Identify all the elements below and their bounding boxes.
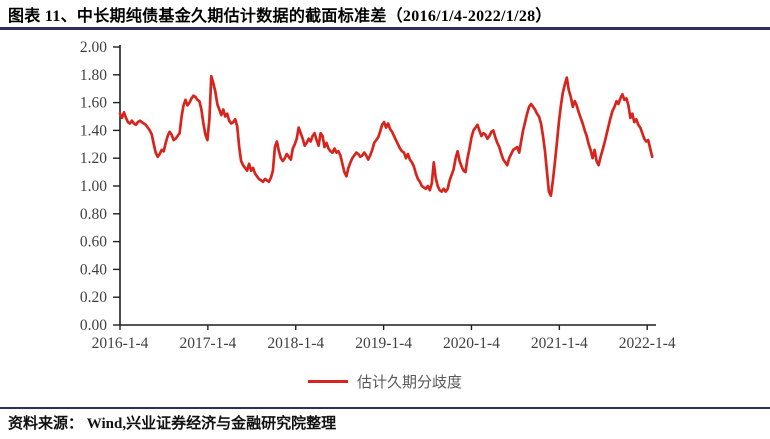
y-tick-label: 0.60 (80, 234, 107, 251)
chart-legend: 估计久期分歧度 (0, 371, 770, 392)
y-tick-label: 0.80 (80, 206, 107, 223)
x-tick-label: 2016-1-4 (92, 335, 149, 352)
figure-title: 图表 11、中长期纯债基金久期估计数据的截面标准差（2016/1/4-2022/… (8, 8, 552, 25)
title-underline-rule (0, 27, 770, 30)
y-tick-label: 1.00 (80, 178, 107, 195)
x-axis (119, 324, 656, 330)
y-tick-label: 0.20 (80, 289, 107, 306)
y-tick-label: 1.80 (80, 67, 107, 84)
x-tick-label: 2021-1-4 (531, 335, 588, 352)
source-note: 资料来源： Wind,兴业证券经济与金融研究院整理 (8, 416, 337, 432)
y-tick-label: 1.20 (80, 150, 107, 167)
series-line-group (118, 74, 654, 198)
x-tick-label: 2020-1-4 (443, 335, 500, 352)
legend-series-label: 估计久期分歧度 (356, 375, 462, 391)
duration-dispersion-chart: 0.00 0.20 0.40 0.60 0.80 1.00 1.20 1.40 1.60 1.80… (80, 39, 676, 352)
legend-line-swatch (307, 380, 348, 383)
x-axis-tick-labels: 2016-1-4 2017-1-4 2018-1-4 2019-1-4 2020-1-4… (92, 335, 676, 352)
x-tick-label: 2018-1-4 (267, 335, 324, 352)
x-tick-label: 2017-1-4 (179, 335, 236, 352)
y-tick-label: 2.00 (80, 39, 107, 56)
y-tick-label: 1.60 (80, 95, 107, 112)
footer-rule (0, 407, 770, 409)
y-axis-tick-labels: 0.00 0.20 0.40 0.60 0.80 1.00 1.20 1.40 1.60 1.80… (80, 39, 107, 334)
x-tick-label: 2019-1-4 (355, 335, 412, 352)
y-axis (113, 45, 121, 326)
x-tick-label: 2022-1-4 (619, 335, 676, 352)
y-tick-label: 1.40 (80, 122, 107, 139)
y-tick-label: 0.00 (80, 317, 107, 334)
series-line (118, 74, 654, 198)
y-tick-label: 0.40 (80, 261, 107, 278)
